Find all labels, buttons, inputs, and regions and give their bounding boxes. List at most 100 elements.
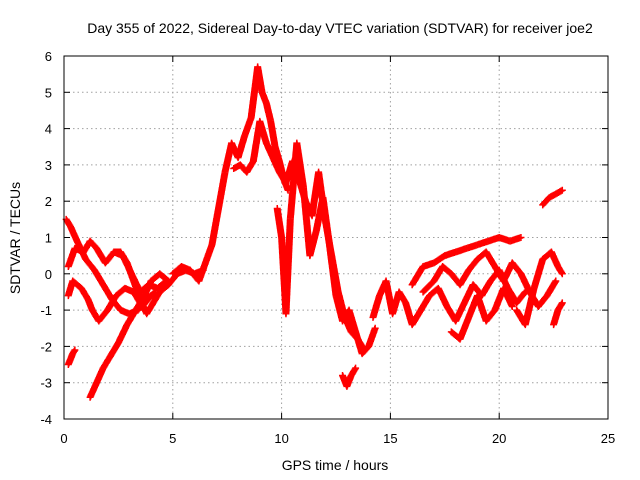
y-tick-label: 5 bbox=[45, 85, 52, 100]
satellite-track-6 bbox=[110, 248, 207, 318]
track-markers bbox=[396, 289, 409, 306]
track-markers bbox=[474, 293, 490, 324]
track-markers bbox=[165, 271, 180, 288]
track-markers bbox=[466, 256, 481, 273]
track-markers bbox=[457, 315, 472, 342]
satellite-track-15 bbox=[513, 248, 566, 329]
track-markers bbox=[483, 307, 498, 324]
track-markers bbox=[540, 195, 552, 208]
track-markers bbox=[150, 289, 163, 306]
track-markers bbox=[547, 191, 558, 201]
x-tick-label: 0 bbox=[60, 431, 67, 446]
track-markers bbox=[273, 206, 285, 240]
data-marks bbox=[62, 63, 566, 401]
track-markers bbox=[143, 300, 156, 316]
track-markers bbox=[65, 246, 78, 269]
track-markers bbox=[179, 263, 193, 274]
track-markers bbox=[475, 238, 491, 248]
track-markers bbox=[78, 286, 91, 302]
track-markers bbox=[256, 119, 270, 146]
y-axis-label: SDTVAR / TECUs bbox=[7, 182, 23, 294]
track-markers bbox=[124, 307, 139, 327]
y-tick-label: 6 bbox=[45, 49, 52, 64]
track-markers bbox=[215, 170, 229, 211]
track-markers bbox=[507, 234, 524, 245]
track-markers bbox=[440, 263, 454, 277]
track-markers bbox=[195, 260, 209, 284]
track-markers bbox=[522, 286, 538, 327]
track-markers bbox=[208, 206, 222, 247]
track-markers bbox=[518, 271, 533, 295]
y-tick-label: -1 bbox=[40, 303, 52, 318]
x-axis-label: GPS time / hours bbox=[282, 457, 389, 473]
track-markers bbox=[453, 245, 469, 256]
track-markers bbox=[514, 289, 528, 306]
track-markers bbox=[509, 260, 524, 277]
y-tick-label: -3 bbox=[40, 376, 52, 391]
satellite-track-12 bbox=[408, 234, 525, 289]
track-markers bbox=[550, 307, 562, 327]
track-markers bbox=[420, 278, 437, 295]
track-markers bbox=[263, 101, 274, 124]
track-markers bbox=[500, 286, 516, 309]
track-markers bbox=[343, 373, 355, 389]
track-markers bbox=[431, 252, 448, 266]
track-markers bbox=[100, 355, 113, 371]
track-markers bbox=[457, 267, 472, 288]
x-tick-label: 10 bbox=[274, 431, 288, 446]
track-markers bbox=[442, 249, 458, 259]
track-markers bbox=[555, 264, 566, 277]
x-tick-label: 5 bbox=[169, 431, 176, 446]
track-markers bbox=[155, 278, 169, 291]
track-markers bbox=[84, 296, 96, 313]
track-markers bbox=[555, 300, 566, 313]
track-markers bbox=[115, 322, 130, 346]
track-markers bbox=[70, 278, 84, 291]
track-markers bbox=[359, 343, 372, 357]
track-markers bbox=[65, 351, 76, 367]
track-markers bbox=[553, 187, 565, 197]
x-tick-label: 15 bbox=[383, 431, 397, 446]
track-markers bbox=[282, 217, 294, 316]
y-tick-label: -4 bbox=[40, 412, 52, 427]
track-markers bbox=[91, 267, 106, 288]
track-markers bbox=[96, 307, 111, 324]
satellite-track-4 bbox=[64, 346, 79, 369]
track-markers bbox=[452, 300, 468, 324]
track-markers bbox=[87, 238, 100, 251]
track-markers bbox=[369, 293, 383, 320]
track-markers bbox=[117, 249, 130, 266]
x-tick-label: 20 bbox=[492, 431, 506, 446]
track-markers bbox=[124, 260, 137, 284]
satellite-track-17 bbox=[539, 186, 566, 209]
track-markers bbox=[157, 282, 171, 295]
track-markers bbox=[63, 217, 74, 229]
y-tick-label: 3 bbox=[45, 158, 52, 173]
track-markers bbox=[365, 326, 379, 349]
track-markers bbox=[122, 285, 136, 295]
plot-frame bbox=[63, 55, 609, 420]
track-markers bbox=[319, 195, 333, 247]
track-markers bbox=[141, 278, 154, 298]
track-markers bbox=[157, 271, 171, 284]
track-markers bbox=[263, 140, 276, 160]
satellite-track-13 bbox=[419, 248, 560, 310]
track-markers bbox=[111, 248, 123, 256]
track-markers bbox=[293, 140, 307, 189]
track-markers bbox=[93, 365, 107, 385]
track-markers bbox=[254, 64, 266, 95]
track-markers bbox=[202, 242, 215, 266]
track-markers bbox=[345, 307, 359, 335]
track-markers bbox=[269, 155, 283, 175]
track-markers bbox=[67, 224, 80, 244]
track-markers bbox=[106, 340, 122, 360]
satellite-track-9 bbox=[273, 139, 379, 358]
satellite-track-14 bbox=[447, 284, 516, 343]
satellite-track-16 bbox=[550, 299, 566, 329]
track-markers bbox=[535, 293, 550, 309]
track-markers bbox=[100, 282, 115, 302]
y-tick-label: -2 bbox=[40, 339, 52, 354]
track-markers bbox=[69, 347, 78, 356]
track-markers bbox=[259, 90, 270, 106]
track-markers bbox=[420, 259, 437, 270]
